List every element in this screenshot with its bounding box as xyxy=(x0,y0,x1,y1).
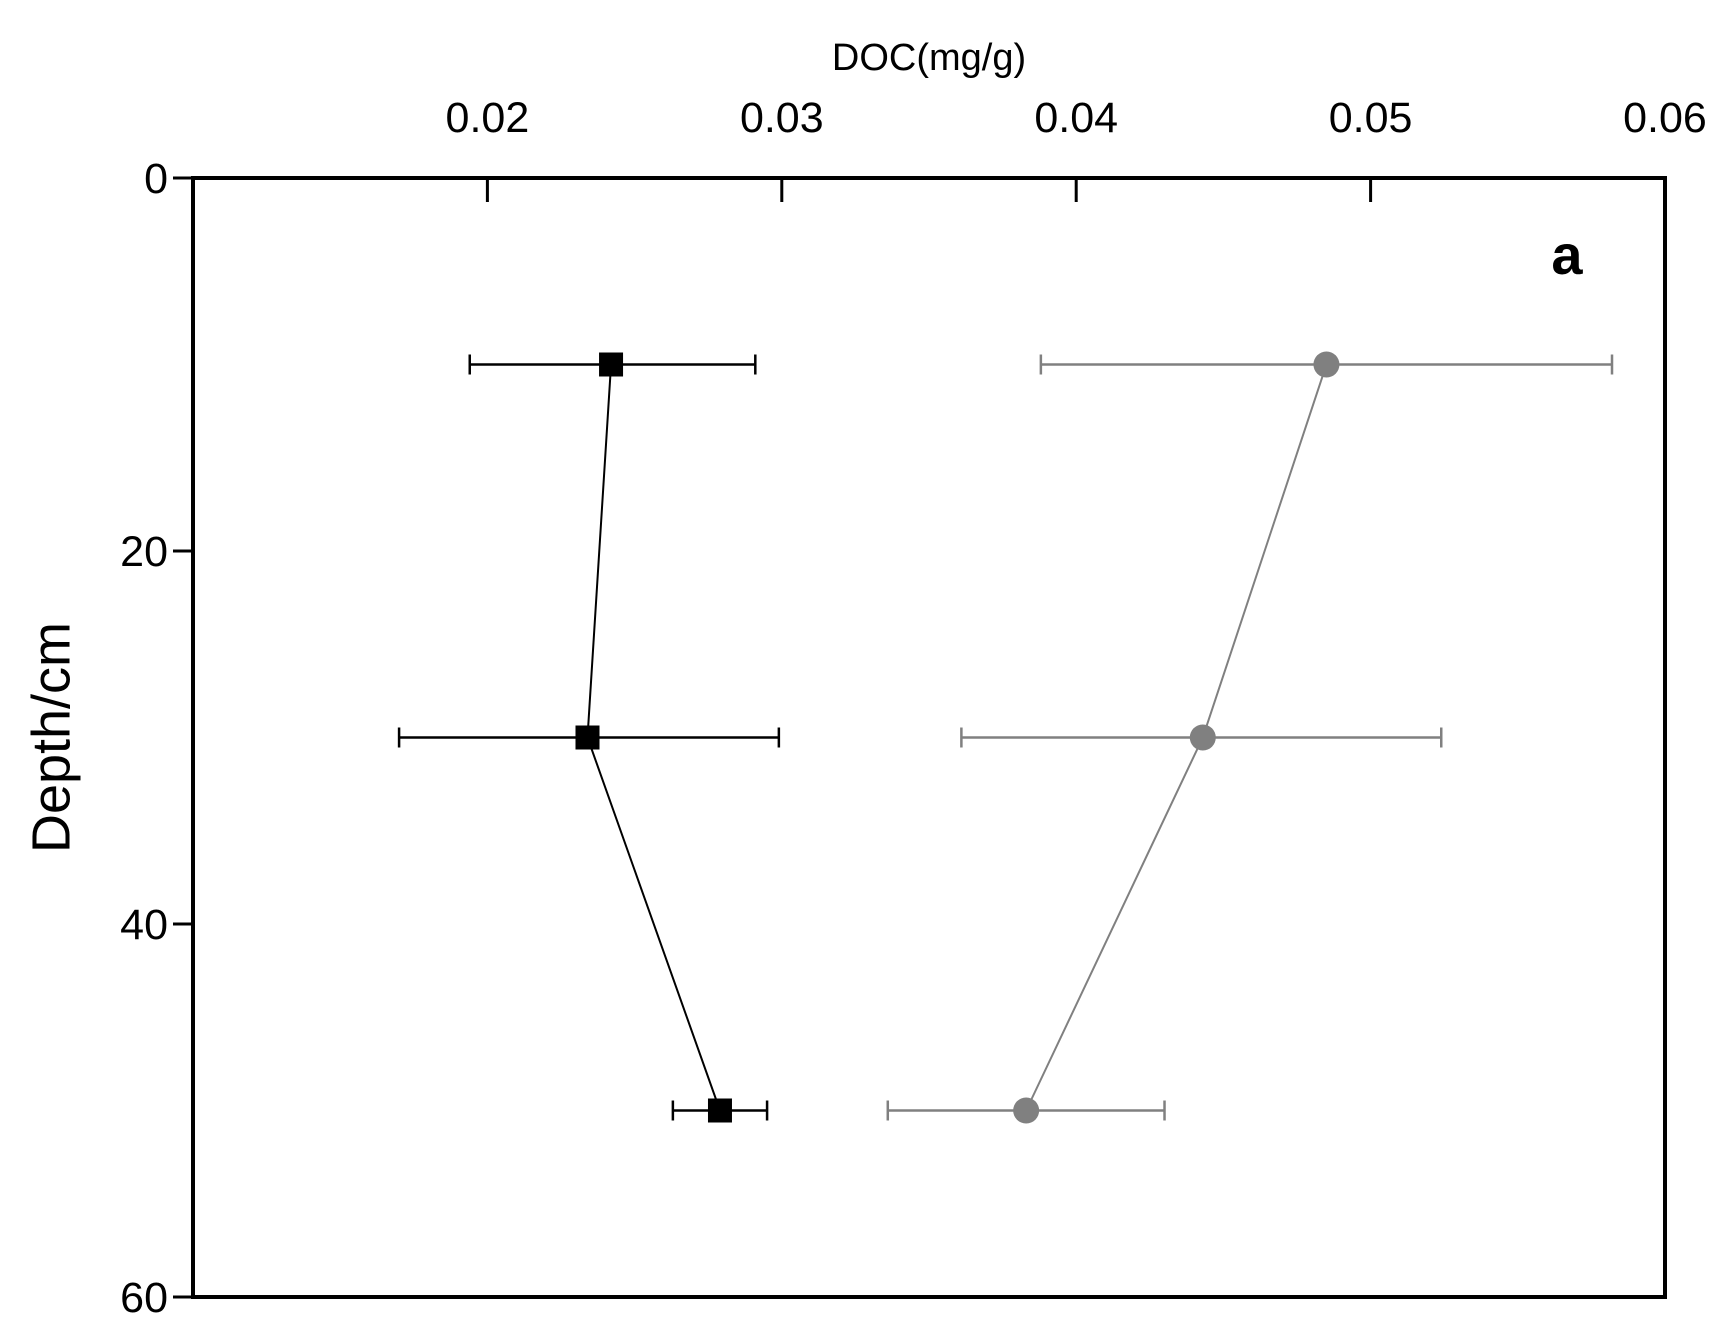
x-tick-label: 0.04 xyxy=(1034,94,1118,142)
x-tick-label: 0.03 xyxy=(740,94,824,142)
data-point-square xyxy=(707,1098,732,1123)
x-tick-label: 0.05 xyxy=(1329,94,1413,142)
plot-frame xyxy=(191,176,1667,1299)
x-axis: 0.02 0.03 0.04 0.05 0.06 xyxy=(446,94,1707,202)
data-point-circle xyxy=(1313,351,1340,378)
data-series xyxy=(886,351,1614,1124)
panel-label: a xyxy=(1551,223,1583,286)
y-axis: 0 20 40 60 xyxy=(120,155,193,1322)
y-tick-label: 40 xyxy=(120,901,168,949)
data-point-square xyxy=(599,352,624,377)
y-axis-title: Depth/cm xyxy=(21,622,81,853)
data-point-square xyxy=(575,725,600,750)
data-point-circle xyxy=(1189,724,1216,751)
x-tick-label: 0.02 xyxy=(446,94,530,142)
x-tick-label: 0.06 xyxy=(1623,94,1707,142)
y-tick-label: 20 xyxy=(120,528,168,576)
series-layer xyxy=(397,351,1614,1124)
x-axis-title: DOC(mg/g) xyxy=(832,37,1026,79)
data-series xyxy=(397,352,781,1123)
data-point-circle xyxy=(1013,1097,1040,1124)
y-tick-label: 0 xyxy=(144,155,168,203)
y-tick-label: 60 xyxy=(120,1274,168,1322)
